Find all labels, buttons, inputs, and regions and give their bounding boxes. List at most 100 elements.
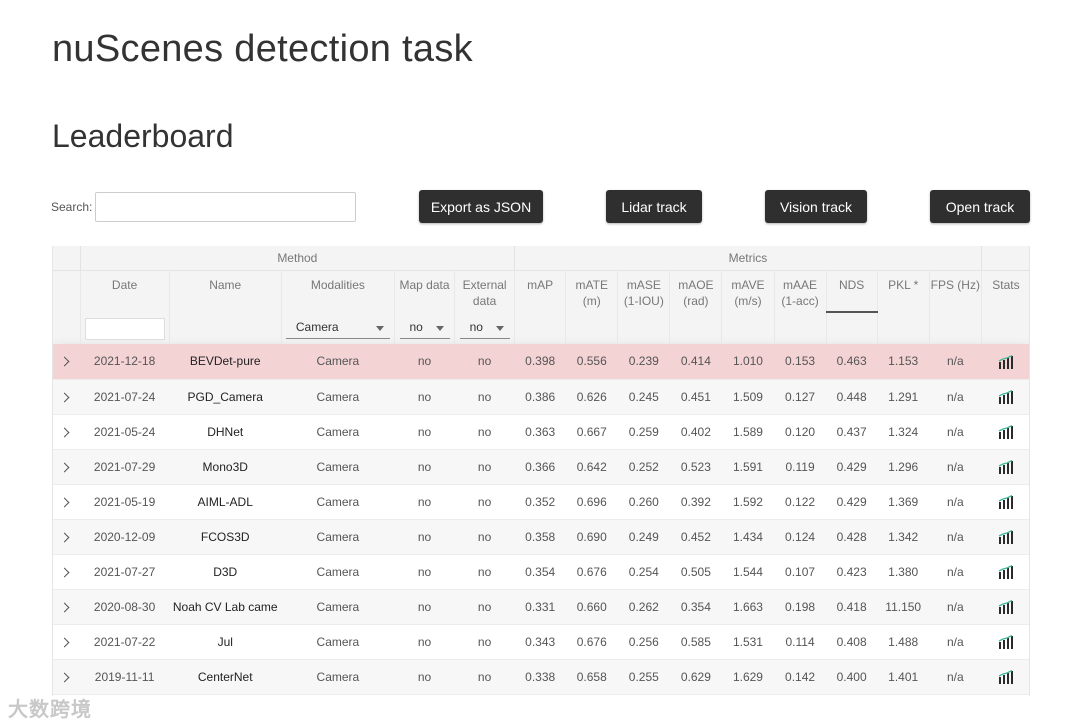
row-expand-cell[interactable] — [53, 554, 81, 590]
chevron-right-icon[interactable] — [59, 497, 70, 507]
cell-maoe: 0.402 — [669, 414, 722, 450]
row-expand-cell[interactable] — [53, 484, 81, 520]
cell-date: 2021-05-19 — [80, 484, 170, 520]
cell-fps: n/a — [929, 379, 982, 415]
cell-nds: 0.400 — [826, 659, 878, 695]
table-row[interactable]: 2021-07-22 Jul Camera no no 0.343 0.676 0.256 0.… — [53, 624, 1029, 660]
col-header[interactable]: mAOE (rad) — [669, 270, 723, 312]
col-header[interactable]: Map data — [394, 270, 456, 312]
col-header[interactable]: Date — [80, 270, 170, 312]
table-row[interactable]: 2021-12-18 BEVDet-pure Camera no no 0.398 0.55… — [53, 344, 1029, 380]
col-header[interactable]: External data — [454, 270, 516, 312]
cell-modalities: Camera — [281, 554, 395, 590]
cell-pkl: 1.324 — [877, 414, 930, 450]
table-row[interactable]: 2021-07-24 PGD_Camera Camera no no 0.386 0.626… — [53, 379, 1029, 415]
bar-chart-icon[interactable] — [998, 459, 1014, 474]
col-header[interactable]: Stats — [981, 270, 1029, 312]
col-header[interactable]: mAP — [514, 270, 567, 312]
chevron-right-icon[interactable] — [59, 356, 70, 367]
cell-mave: 1.010 — [721, 344, 775, 380]
cell-external: no — [454, 519, 515, 555]
cell-date: 2021-07-22 — [80, 624, 170, 660]
bar-chart-icon[interactable] — [998, 634, 1014, 649]
col-header[interactable]: PKL * — [877, 270, 930, 312]
filter-spacer — [53, 312, 81, 344]
cell-maoe: 0.452 — [669, 519, 722, 555]
bar-chart-icon[interactable] — [998, 389, 1014, 404]
table-row[interactable]: 2019-11-11 CenterNet Camera no no 0.338 0.658 0… — [53, 659, 1029, 695]
external-filter-select[interactable]: no — [459, 317, 510, 339]
cell-maoe: 0.451 — [669, 379, 722, 415]
table-row[interactable]: 2021-05-24 DHNet Camera no no 0.363 0.667 0.259… — [53, 414, 1029, 450]
map-filter-select[interactable]: no — [399, 317, 450, 339]
cell-maae: 0.119 — [774, 449, 827, 485]
date-filter-input[interactable] — [84, 318, 165, 340]
col-header[interactable]: mASE (1-IOU) — [617, 270, 671, 312]
table-row[interactable]: 2021-05-19 AIML-ADL Camera no no 0.352 0.696 0.… — [53, 484, 1029, 520]
table-row[interactable]: 2020-12-09 FCOS3D Camera no no 0.358 0.690 0.24… — [53, 519, 1029, 555]
chevron-right-icon[interactable] — [59, 602, 70, 612]
row-expand-cell[interactable] — [53, 589, 81, 625]
row-expand-cell[interactable] — [53, 414, 81, 450]
chevron-down-icon — [495, 326, 504, 331]
cell-pkl: 1.488 — [877, 624, 930, 660]
table-row[interactable]: 2020-08-30 Noah CV Lab came Camera no no 0.33… — [53, 589, 1029, 625]
bar-chart-icon[interactable] — [998, 529, 1014, 544]
cell-mase: 0.259 — [617, 414, 670, 450]
row-expand-cell[interactable] — [53, 519, 81, 555]
col-header[interactable]: mAAE (1-acc) — [774, 270, 827, 312]
cell-maae: 0.120 — [774, 414, 827, 450]
chevron-right-icon[interactable] — [59, 637, 70, 647]
cell-maoe: 0.629 — [669, 659, 722, 695]
cell-maae: 0.114 — [774, 624, 827, 660]
open-track-button[interactable]: Open track — [930, 190, 1030, 223]
cell-fps: n/a — [929, 344, 982, 380]
table-row[interactable]: 2021-07-27 D3D Camera no no 0.354 0.676 0.254 0.… — [53, 554, 1029, 590]
bar-chart-icon[interactable] — [998, 669, 1014, 684]
cell-mase: 0.256 — [617, 624, 670, 660]
bar-chart-icon[interactable] — [998, 424, 1014, 439]
chevron-right-icon[interactable] — [59, 427, 70, 437]
col-header[interactable]: Modalities — [281, 270, 395, 312]
col-header[interactable]: NDS — [826, 270, 878, 313]
cell-pkl: 1.153 — [877, 344, 930, 380]
bar-chart-icon[interactable] — [998, 599, 1014, 614]
cell-map: 0.398 — [514, 344, 566, 380]
chevron-right-icon[interactable] — [59, 532, 70, 542]
row-expand-cell[interactable] — [53, 379, 81, 415]
table-row[interactable]: 2021-07-29 Mono3D Camera no no 0.366 0.642 0.25… — [53, 449, 1029, 485]
chevron-right-icon[interactable] — [59, 672, 70, 682]
col-header[interactable]: mATE (m) — [565, 270, 619, 312]
cell-mate: 0.667 — [565, 414, 618, 450]
row-expand-cell[interactable] — [53, 449, 81, 485]
cell-map: no — [394, 589, 455, 625]
search-input[interactable] — [95, 192, 356, 222]
row-expand-cell[interactable] — [53, 344, 81, 380]
chevron-right-icon[interactable] — [59, 567, 70, 577]
lidar-track-button[interactable]: Lidar track — [606, 190, 702, 223]
vision-track-button[interactable]: Vision track — [765, 190, 867, 223]
chevron-right-icon[interactable] — [59, 462, 70, 472]
bar-chart-icon[interactable] — [998, 494, 1014, 509]
cell-mate: 0.676 — [565, 624, 618, 660]
group-spacer — [53, 246, 81, 271]
cell-mave: 1.629 — [721, 659, 775, 695]
bar-chart-icon[interactable] — [998, 564, 1014, 579]
chevron-right-icon[interactable] — [59, 392, 70, 402]
cell-name: CenterNet — [169, 659, 282, 695]
col-header[interactable]: mAVE (m/s) — [721, 270, 775, 312]
cell-external: no — [454, 379, 515, 415]
col-header[interactable]: FPS (Hz) — [929, 270, 982, 312]
col-header[interactable]: Name — [169, 270, 282, 312]
name-filter-cell — [169, 312, 282, 344]
modalities-filter-select[interactable]: Camera — [285, 317, 390, 339]
row-expand-cell[interactable] — [53, 659, 81, 695]
bar-chart-icon[interactable] — [998, 354, 1014, 369]
row-expand-cell[interactable] — [53, 624, 81, 660]
chevron-down-icon — [375, 326, 384, 331]
cell-pkl: 11.150 — [877, 589, 930, 625]
chevron-down-icon — [435, 326, 444, 331]
export-json-button[interactable]: Export as JSON — [419, 190, 543, 223]
modalities-filter-cell: Camera — [281, 312, 395, 344]
cell-maae: 0.122 — [774, 484, 827, 520]
